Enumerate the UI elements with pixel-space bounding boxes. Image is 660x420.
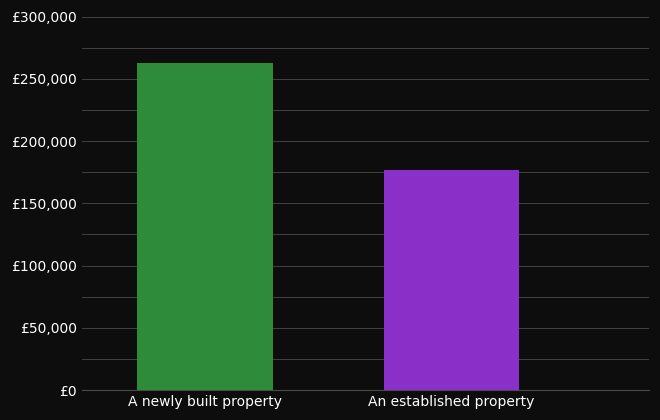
Bar <box>384 170 519 390</box>
Bar <box>137 63 273 390</box>
